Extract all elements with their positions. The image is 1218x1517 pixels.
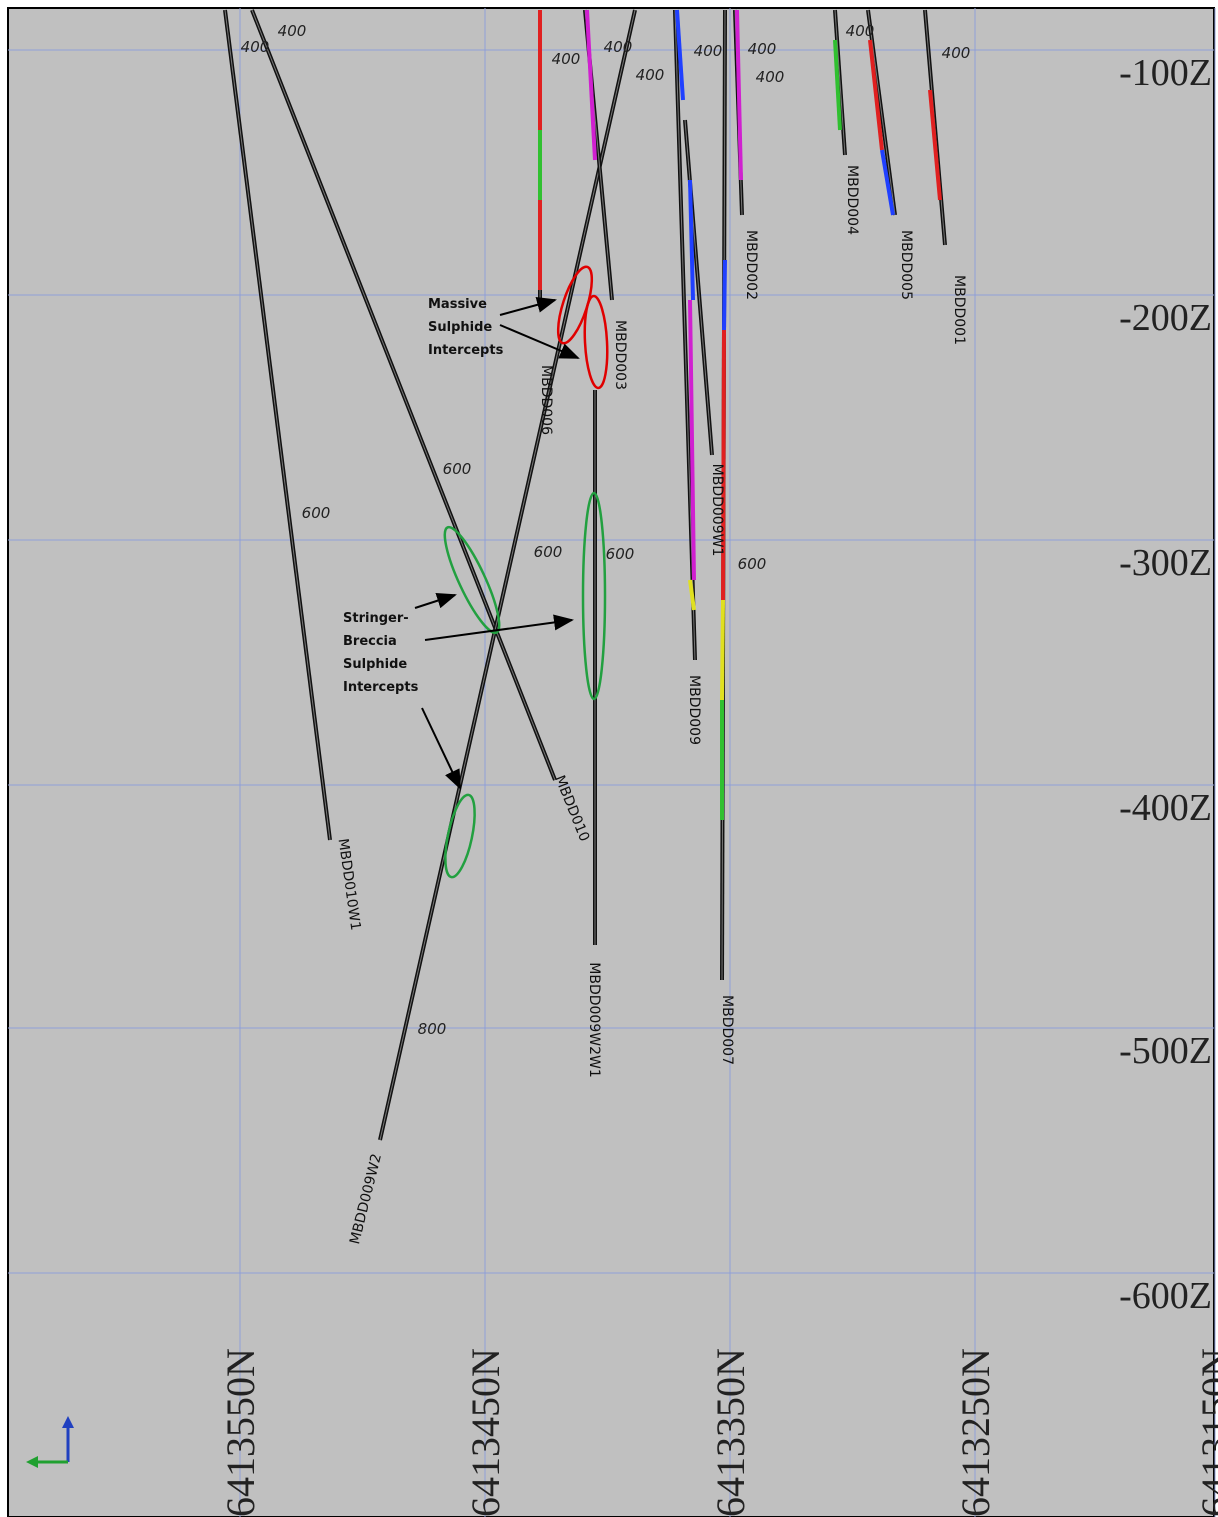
elevation-label: -300Z [1119, 542, 1212, 584]
lithology-interval [735, 9, 743, 181]
grid [8, 8, 1216, 1517]
hole-label: MBDD004 [844, 165, 860, 235]
elevation-label: -500Z [1119, 1030, 1212, 1072]
hole-label: MBDD009W2W1 [586, 962, 602, 1077]
annotation: Sulphide [428, 320, 492, 335]
hole-label: MBDD003 [612, 320, 628, 390]
massive-ellipse [583, 294, 609, 390]
elevation-label: -600Z [1119, 1275, 1212, 1317]
drill-hole-core [251, 9, 556, 781]
drill-hole-core [867, 9, 896, 216]
annotation: Sulphide [343, 657, 407, 672]
annotation: Stringer- [343, 611, 409, 626]
drill-hole-core [834, 9, 846, 156]
up-arrow [62, 1416, 74, 1428]
depth-label: 400 [636, 66, 665, 84]
drill-holes [223, 9, 947, 1141]
depth-label: 400 [942, 44, 971, 62]
arrows [414, 297, 580, 790]
northing-label: 6413150N [1193, 1348, 1218, 1517]
drill-hole-core [224, 9, 331, 841]
annotation: Breccia [343, 634, 397, 649]
stringer-ellipse [444, 793, 476, 879]
depth-label: 400 [756, 68, 785, 86]
arrow [499, 297, 557, 316]
lithology-interval [688, 179, 695, 301]
axis-icon [26, 1416, 74, 1468]
drill-hole-core [684, 119, 713, 456]
northing-label: 6413550N [218, 1348, 263, 1517]
arrow [421, 707, 461, 790]
lithology-interval [721, 329, 726, 601]
lithology-interval [688, 299, 696, 581]
lithology-interval [928, 89, 942, 201]
stringer-ellipse [581, 491, 607, 701]
lithology-interval [585, 9, 597, 161]
lithology-interval [688, 579, 696, 611]
hole-label: MBDD007 [719, 995, 735, 1065]
northing-label: 6413350N [708, 1348, 753, 1517]
hole-label: MBDD009 [686, 675, 702, 745]
intercept-highlights [443, 265, 609, 879]
depth-label: 600 [738, 555, 767, 573]
side-arrow [26, 1456, 38, 1468]
depth-label: 400 [748, 40, 777, 58]
stringer-ellipse [443, 525, 501, 635]
background [7, 7, 1215, 1517]
depth-label: 400 [241, 38, 270, 56]
depth-label: 400 [604, 38, 633, 56]
elevation-label: -400Z [1119, 787, 1212, 829]
lithology-interval [722, 259, 727, 331]
northing-label: 6413250N [953, 1348, 998, 1517]
hole-label: MBDD001 [951, 275, 967, 345]
depth-label: 800 [418, 1020, 447, 1038]
drill-hole-core [379, 9, 636, 1141]
depth-label: 600 [534, 543, 563, 561]
elevation-label: -100Z [1119, 52, 1212, 94]
hole-label: MBDD006 [538, 365, 554, 435]
lithology-interval [880, 149, 895, 216]
annotation: Intercepts [428, 343, 504, 358]
lithology-interval [833, 39, 842, 131]
depth-label: 400 [552, 50, 581, 68]
arrow [499, 324, 580, 359]
lithology-interval [720, 599, 725, 701]
arrow [414, 592, 457, 609]
depth-label: 400 [846, 22, 875, 40]
depth-label: 600 [443, 460, 472, 478]
elevation-label: -200Z [1119, 297, 1212, 339]
northing-label: 6413450N [463, 1348, 508, 1517]
annotation: Intercepts [343, 680, 419, 695]
lithology-interval [868, 39, 884, 151]
annotation: Massive [428, 297, 487, 312]
hole-label: MBDD009W1 [709, 464, 725, 557]
hole-label: MBDD005 [898, 230, 914, 300]
depth-label: 600 [606, 545, 635, 563]
arrow [424, 614, 574, 641]
hole-label: MBDD002 [743, 230, 759, 300]
depth-label: 400 [694, 42, 723, 60]
depth-label: 600 [302, 504, 331, 522]
depth-label: 400 [278, 22, 307, 40]
labels: -100Z -200Z -300Z -400Z -500Z -600Z 6413550N 64… [218, 22, 1218, 1517]
lithology-interval [675, 9, 685, 101]
